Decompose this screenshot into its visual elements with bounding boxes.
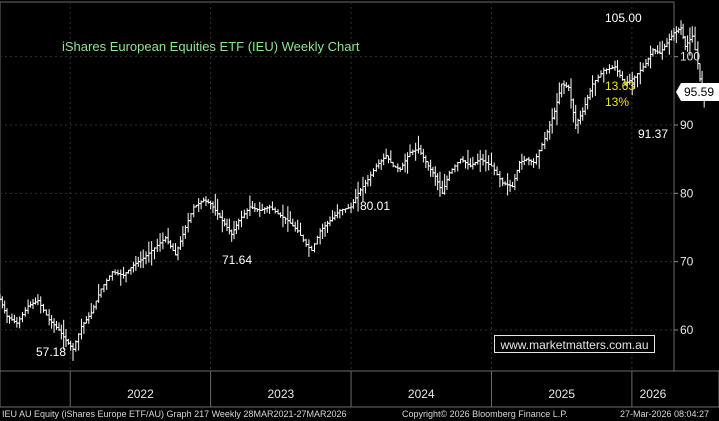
footer-copyright: Copyright© 2026 Bloomberg Finance L.P. [402, 409, 568, 419]
y-tick-label: 90 [680, 118, 694, 132]
ohlc-bar [676, 27, 681, 34]
y-axis: 60 70 80 90 100 [674, 50, 700, 337]
annotation-drop-pct: 13% [605, 95, 629, 109]
x-tick-label: 2026 [640, 387, 667, 401]
gridlines [0, 2, 674, 371]
annotation-low-2022: 57.18 [36, 345, 66, 359]
last-price-label: 95.59 [684, 85, 714, 99]
ohlc-bar [683, 36, 688, 51]
annotation-recent-low: 91.37 [638, 127, 668, 141]
ohlc-bar [674, 26, 679, 44]
annotation-low-2024: 80.01 [360, 199, 390, 213]
last-price-tag: 95.59 [676, 83, 719, 101]
annotation-high: 105.00 [605, 11, 642, 25]
x-tick-label: 2024 [408, 387, 435, 401]
annotation-drop-value: 13.63 [605, 79, 635, 93]
x-tick-label: 2025 [548, 387, 575, 401]
chart-title: iShares European Equities ETF (IEU) Week… [62, 39, 360, 54]
x-tick-label: 2023 [267, 387, 294, 401]
ohlc-bar [690, 26, 695, 43]
footer-timestamp: 27-Mar-2026 08:04:27 [620, 409, 710, 419]
price-bars [0, 20, 709, 361]
y-tick-label: 100 [680, 50, 700, 64]
annotation-low-2023: 71.64 [222, 253, 252, 267]
y-tick-label: 80 [680, 186, 694, 200]
x-tick-label: 2022 [127, 387, 154, 401]
website-watermark: www.marketmatters.com.au [494, 335, 655, 353]
y-tick-label: 70 [680, 255, 694, 269]
footer-security-info: IEU AU Equity (iShares Europe ETF/AU) Gr… [2, 409, 347, 419]
plot-area [0, 1, 675, 372]
ohlc-bar [693, 26, 698, 51]
y-tick-label: 60 [680, 323, 694, 337]
x-axis: 2022 2023 2024 2025 2026 [0, 370, 719, 408]
